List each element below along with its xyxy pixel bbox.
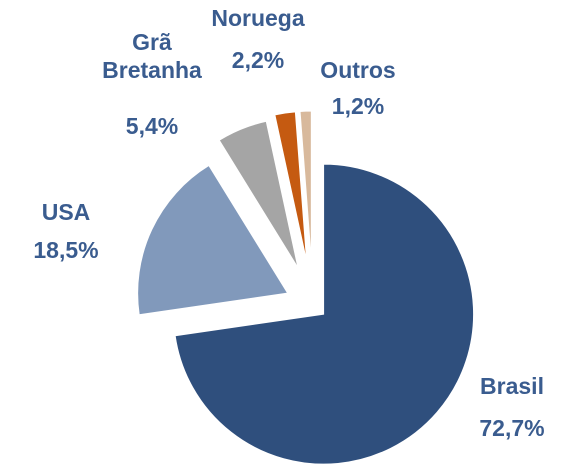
slice-label: Noruega bbox=[211, 5, 305, 31]
slice-label: 1,2% bbox=[331, 93, 385, 119]
pie-slice bbox=[218, 120, 299, 269]
slice-label: 2,2% bbox=[231, 47, 285, 73]
slice-label: 72,7% bbox=[479, 415, 545, 441]
slice-label: Brasil bbox=[480, 373, 544, 399]
slice-label: 18,5% bbox=[33, 237, 99, 263]
slice-label: 5,4% bbox=[125, 113, 179, 139]
pie-slice bbox=[299, 110, 312, 262]
pie-slice bbox=[174, 163, 475, 464]
slice-label: Outros bbox=[320, 57, 396, 83]
slice-label: Grã Bretanha bbox=[102, 29, 202, 83]
slice-label: USA bbox=[41, 199, 91, 225]
pie-slice bbox=[137, 164, 289, 316]
pie-slice bbox=[274, 111, 308, 262]
